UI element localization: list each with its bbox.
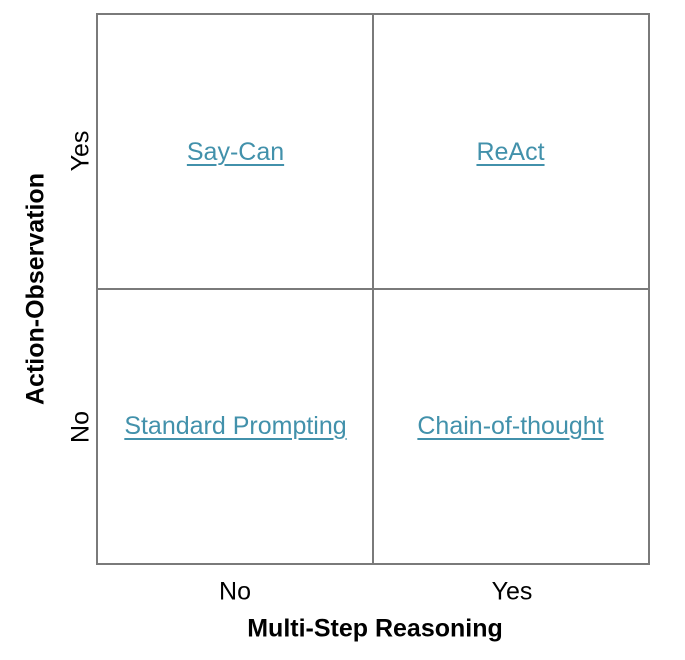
quadrant-top-left: Say-Can (98, 15, 373, 289)
x-axis-tick-no: No (219, 577, 251, 606)
react-link[interactable]: ReAct (476, 137, 545, 166)
chain-of-thought-link[interactable]: Chain-of-thought (417, 411, 604, 440)
quadrant-grid: Say-Can ReAct Standard Prompting Chain-o… (98, 15, 648, 563)
y-axis-title: Action-Observation (21, 173, 50, 405)
quadrant-bottom-right: Chain-of-thought (373, 289, 648, 563)
quadrant-top-right: ReAct (373, 15, 648, 289)
say-can-link[interactable]: Say-Can (186, 137, 285, 166)
quadrant-plot-box: Say-Can ReAct Standard Prompting Chain-o… (96, 13, 650, 565)
x-axis-title: Multi-Step Reasoning (247, 614, 503, 643)
horizontal-divider-line (98, 288, 648, 290)
quadrant-bottom-left: Standard Prompting (98, 289, 373, 563)
y-axis-tick-no: No (66, 411, 95, 443)
standard-prompting-link[interactable]: Standard Prompting (124, 411, 347, 440)
y-axis-tick-yes: Yes (66, 130, 95, 172)
x-axis-tick-yes: Yes (491, 577, 533, 606)
